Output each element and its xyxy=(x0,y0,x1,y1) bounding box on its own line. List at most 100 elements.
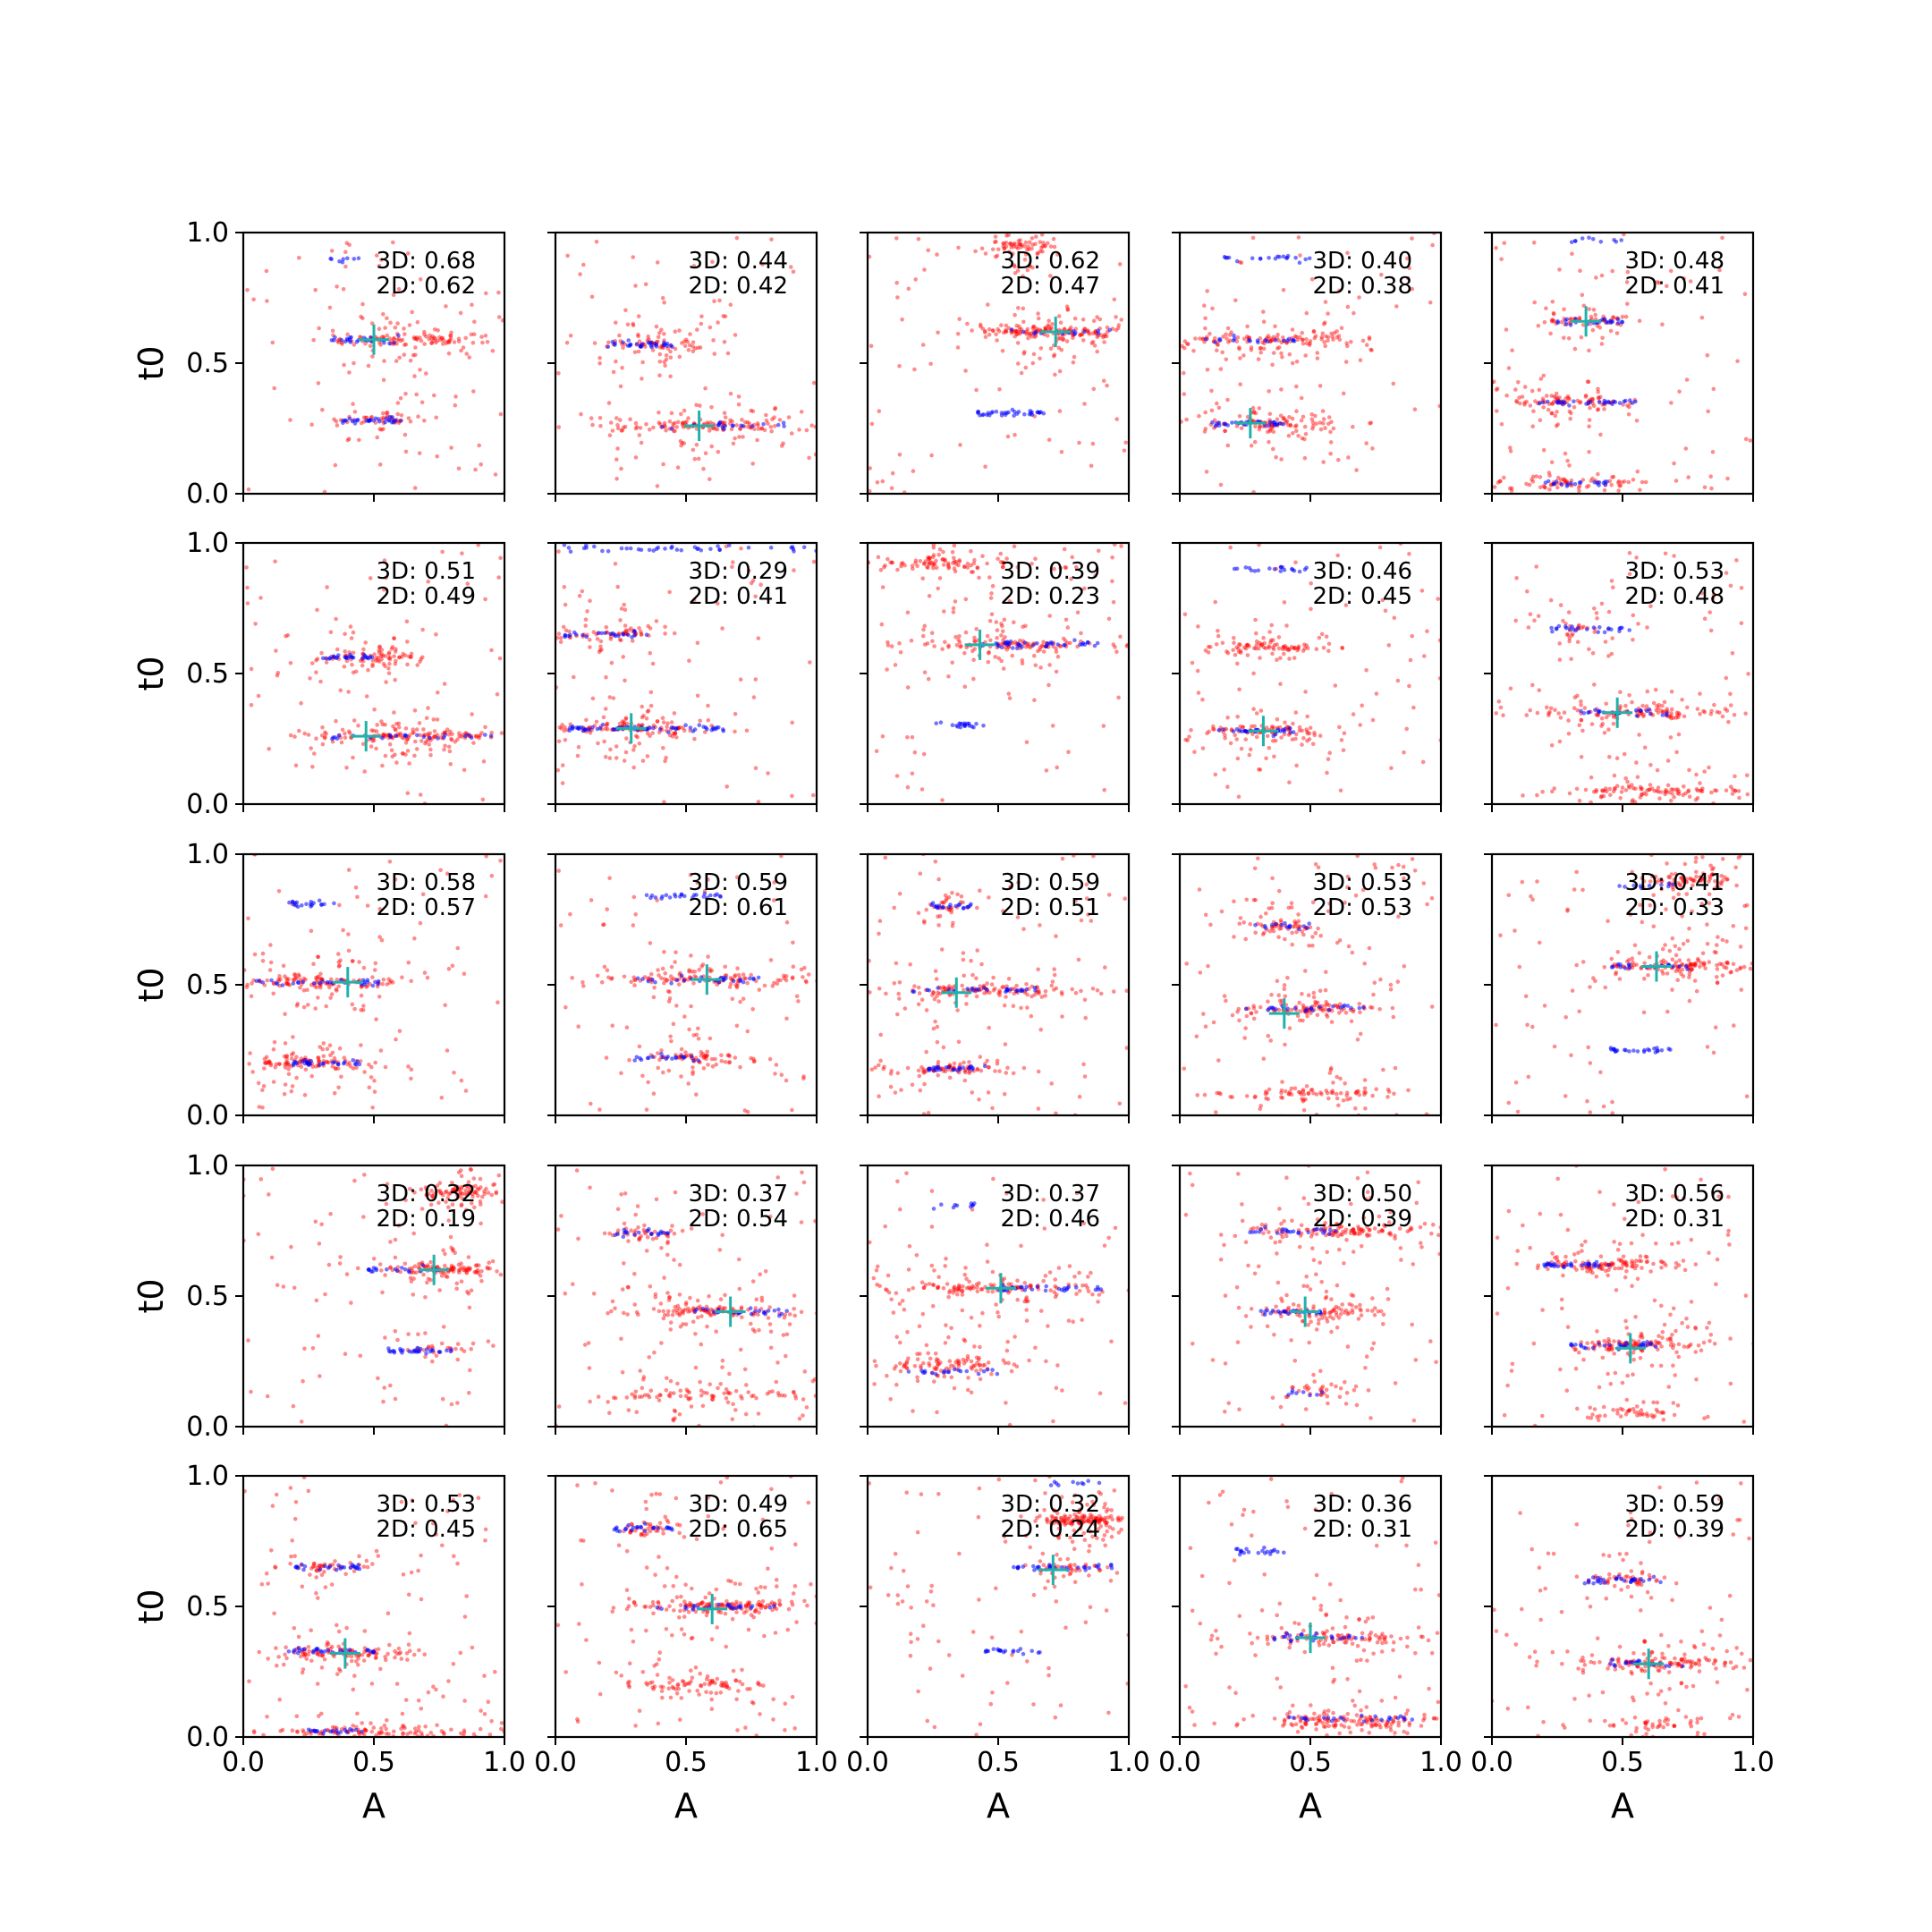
point-3d xyxy=(277,1062,282,1066)
point-3d xyxy=(1095,335,1100,340)
point-2d xyxy=(613,632,617,637)
point-3d xyxy=(1626,411,1631,417)
point-2d xyxy=(291,981,296,986)
point-3d xyxy=(334,616,338,622)
point-3d xyxy=(284,1054,289,1059)
point-3d xyxy=(921,1071,927,1075)
point-3d xyxy=(1050,724,1055,728)
point-3d xyxy=(728,976,733,980)
point-3d xyxy=(1631,798,1635,802)
point-3d xyxy=(897,980,902,985)
point-3d xyxy=(944,898,948,903)
point-3d xyxy=(719,1053,724,1058)
point-3d xyxy=(1770,712,1775,716)
point-3d xyxy=(916,536,920,540)
point-2d xyxy=(1645,708,1649,714)
point-3d xyxy=(1235,756,1241,761)
point-3d xyxy=(869,1067,875,1072)
point-3d xyxy=(921,751,927,757)
point-3d xyxy=(987,575,992,580)
point-3d xyxy=(869,343,874,349)
point-3d xyxy=(471,389,476,394)
point-3d xyxy=(589,1101,593,1106)
point-3d xyxy=(607,876,612,880)
point-3d xyxy=(609,660,614,665)
point-3d xyxy=(979,324,983,329)
point-3d xyxy=(1259,643,1264,648)
point-3d xyxy=(344,241,350,246)
point-3d xyxy=(1013,225,1018,230)
point-3d xyxy=(1660,703,1665,708)
point-3d xyxy=(1224,332,1228,337)
point-3d xyxy=(932,562,937,566)
point-3d xyxy=(773,405,778,411)
point-3d xyxy=(352,718,357,723)
point-3d xyxy=(688,332,692,336)
point-3d xyxy=(326,985,332,990)
point-3d xyxy=(1357,295,1361,300)
point-3d xyxy=(1783,712,1787,716)
point-3d xyxy=(1251,707,1256,711)
point-3d xyxy=(1604,786,1608,791)
point-3d xyxy=(393,877,398,882)
point-2d xyxy=(669,427,674,431)
point-3d xyxy=(1296,434,1301,438)
point-3d xyxy=(1060,856,1065,861)
point-3d xyxy=(1269,426,1275,430)
point-2d xyxy=(309,902,315,908)
point-3d xyxy=(1036,1106,1041,1111)
point-3d xyxy=(1012,620,1016,624)
point-3d xyxy=(1340,646,1345,650)
point-3d xyxy=(1643,479,1648,485)
point-3d xyxy=(435,733,440,737)
point-3d xyxy=(1407,683,1411,689)
point-3d xyxy=(330,328,335,334)
point-3d xyxy=(1664,790,1669,794)
point-2d xyxy=(1633,399,1638,404)
point-3d xyxy=(668,355,674,360)
point-3d xyxy=(1254,734,1259,740)
point-3d xyxy=(1676,789,1682,794)
point-3d xyxy=(633,426,639,431)
point-3d xyxy=(686,416,691,420)
point-3d xyxy=(1135,640,1140,644)
point-3d xyxy=(751,1059,757,1064)
point-3d xyxy=(905,784,911,790)
point-3d xyxy=(946,564,951,569)
point-3d xyxy=(1310,420,1316,425)
point-3d xyxy=(1032,698,1037,702)
point-3d xyxy=(268,1061,274,1066)
point-3d xyxy=(1314,647,1319,651)
point-3d xyxy=(1018,331,1022,336)
point-3d xyxy=(260,1088,265,1092)
point-3d xyxy=(648,941,653,945)
point-3d xyxy=(1276,338,1281,343)
point-2d xyxy=(1252,569,1258,573)
point-3d xyxy=(638,426,643,430)
point-3d xyxy=(1211,726,1216,732)
point-3d xyxy=(920,576,925,580)
point-3d xyxy=(462,971,467,976)
point-3d xyxy=(367,1085,372,1090)
point-3d xyxy=(1247,644,1251,648)
point-3d xyxy=(1225,650,1231,656)
point-3d xyxy=(905,610,911,615)
point-3d xyxy=(470,712,474,716)
point-3d xyxy=(465,581,470,586)
point-3d xyxy=(1320,409,1326,413)
point-3d xyxy=(584,717,589,723)
point-3d xyxy=(1724,788,1729,792)
point-3d xyxy=(1554,391,1559,396)
point-3d xyxy=(257,1105,262,1109)
point-3d xyxy=(1557,267,1562,272)
point-3d xyxy=(1688,279,1693,284)
point-3d xyxy=(987,1064,991,1070)
point-2d xyxy=(1248,339,1252,343)
point-3d xyxy=(739,546,743,551)
point-2d xyxy=(674,726,679,731)
point-3d xyxy=(995,636,999,640)
point-3d xyxy=(888,1072,894,1076)
point-3d xyxy=(984,533,988,538)
point-3d xyxy=(931,562,936,566)
point-3d xyxy=(1657,706,1661,711)
